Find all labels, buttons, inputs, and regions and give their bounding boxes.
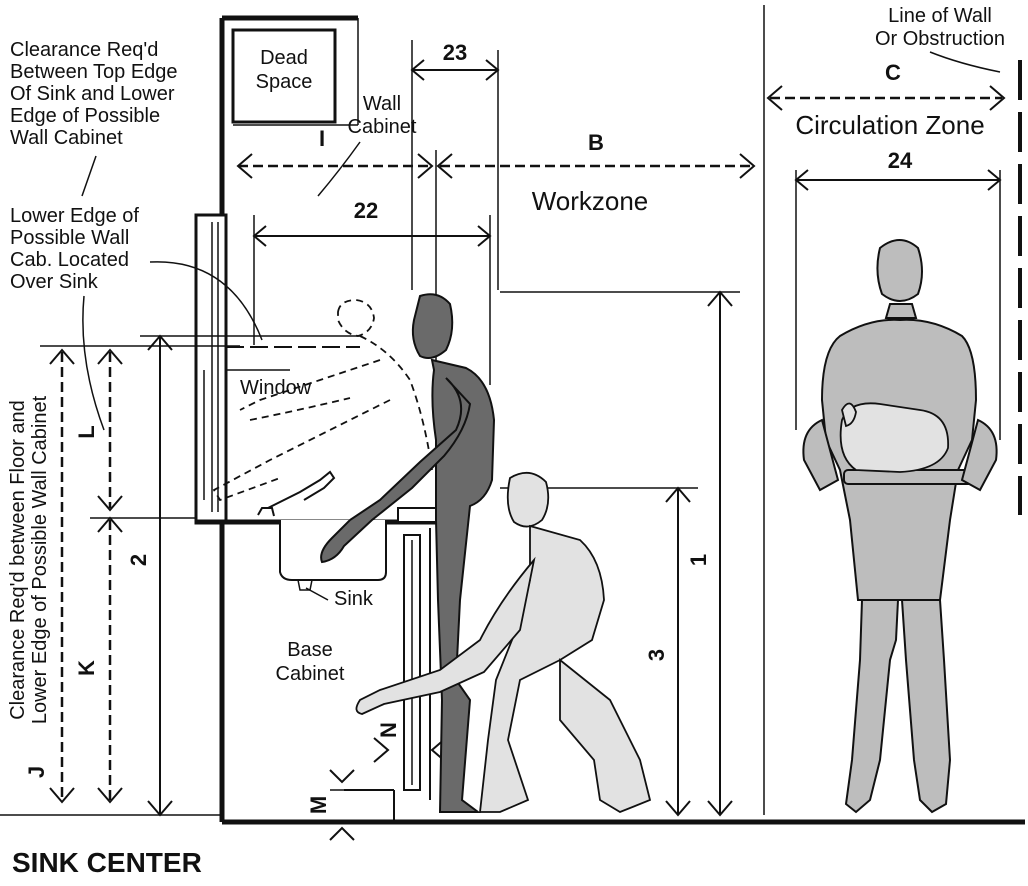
man-with-turkey [802,239,998,814]
svg-text:Possible Wall: Possible Wall [10,227,129,249]
clearance-top-note: Clearance Req'd Between Top Edge Of Sink… [10,39,178,149]
svg-text:Cab. Located: Cab. Located [10,249,129,271]
standing-figure [320,293,496,813]
sink-leader [305,587,329,601]
svg-text:Lower Edge of: Lower Edge of [10,205,139,227]
clearance-floor-label-2: Lower Edge of Possible Wall Cabinet [29,395,51,724]
dim-23-label: 23 [443,40,467,65]
base-cabinet-label-1: Base [287,639,333,661]
diagram-title: SINK CENTER [12,847,202,878]
clearance-to-L-leader [82,295,105,431]
base-cabinet [344,507,441,822]
lower-edge-note: Lower Edge of Possible Wall Cab. Located… [10,205,139,293]
dim-1 [500,290,740,817]
dim-23 [410,40,500,290]
dim-C-label: C [885,60,901,85]
wall-cabinet-label-2: Cabinet [348,116,417,138]
dim-24 [794,169,1002,440]
reaching-figure-ghost [212,299,433,502]
dead-space-label-1: Dead [260,47,308,69]
dead-space-label-2: Space [256,71,313,93]
svg-text:Edge of Possible: Edge of Possible [10,105,160,127]
svg-text:Wall Cabinet: Wall Cabinet [10,127,123,149]
dim-I-label: I [319,126,325,151]
line-of-wall-label-1: Line of Wall [888,5,992,27]
dim-I-B [236,150,756,520]
dim-C [766,85,1006,111]
dim-L-label: L [74,425,99,438]
wall-structure [219,15,358,822]
dim-M [329,769,394,841]
dim-N-label: N [376,722,401,738]
sink-label: Sink [334,588,374,610]
line-of-wall-label-2: Or Obstruction [875,28,1005,50]
svg-text:Between Top Edge: Between Top Edge [10,61,178,83]
sink-basin [257,470,387,591]
dim-M-label: M [306,796,331,814]
dim-22-label: 22 [354,198,378,223]
line-of-wall-leader [929,51,1001,73]
window-frame [194,213,440,525]
svg-text:Of Sink and Lower: Of Sink and Lower [10,83,175,105]
circulation-zone-label: Circulation Zone [795,110,984,140]
dim-K-label: K [74,660,99,676]
clearance-floor-label-1: Clearance Req'd between Floor and [7,400,29,720]
dim-22 [252,215,492,385]
svg-text:Clearance Req'd: Clearance Req'd [10,39,158,61]
lower-edge-leader [149,261,263,341]
svg-text:Over Sink: Over Sink [10,271,99,293]
dim-2-label: 2 [126,554,151,566]
dim-J-label: J [24,766,49,778]
dim-1-label: 1 [686,554,711,566]
dim-3-label: 3 [644,649,669,661]
workzone-label: Workzone [532,186,649,216]
base-cabinet-label-2: Cabinet [276,663,345,685]
clearance-top-leader [81,155,97,197]
dim-24-label: 24 [888,148,913,173]
dim-B-label: B [588,130,604,155]
dead-space-box [231,28,337,124]
wall-cabinet-label-1: Wall [363,93,401,115]
wall-cabinet-leader [317,141,361,197]
window-label: Window [240,377,312,399]
kneeling-figure [355,472,652,814]
dim-L-K [90,348,196,804]
dim-J [40,345,240,804]
